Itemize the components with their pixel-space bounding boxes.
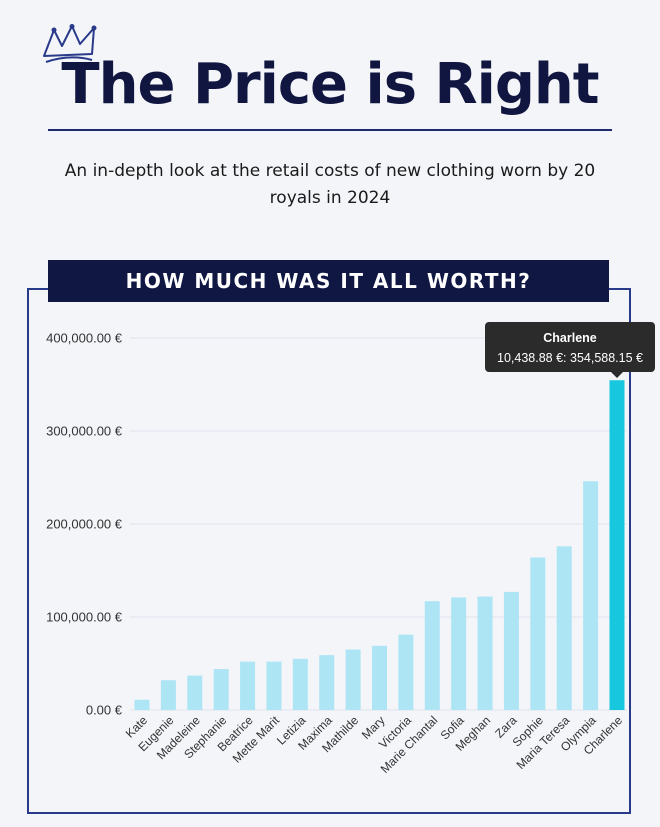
bar-maria-teresa[interactable] (556, 546, 572, 710)
bar-marie-chantal[interactable] (424, 601, 440, 710)
bar-letizia[interactable] (292, 658, 308, 710)
y-tick-label: 300,000.00 € (46, 424, 123, 439)
bar-beatrice[interactable] (240, 661, 256, 710)
bar-stephanie[interactable] (213, 669, 229, 710)
y-tick-label: 200,000.00 € (46, 517, 123, 532)
section-banner: HOW MUCH WAS IT ALL WORTH? (48, 260, 609, 302)
bar-sofia[interactable] (451, 597, 467, 710)
bar-maxima[interactable] (319, 655, 335, 710)
bar-victoria[interactable] (398, 634, 414, 710)
bar-charlene[interactable] (609, 380, 625, 710)
page-title: The Price is Right (61, 52, 599, 117)
bar-zara[interactable] (503, 591, 519, 710)
bar-meghan[interactable] (477, 596, 493, 710)
y-tick-label: 400,000.00 € (46, 331, 123, 346)
bar-sophie[interactable] (530, 557, 546, 710)
y-tick-label: 100,000.00 € (46, 610, 123, 625)
tooltip-name: Charlene (543, 331, 597, 345)
crown-icon (43, 24, 97, 63)
bar-tooltip: Charlene 10,438.88 €: 354,588.15 € (485, 322, 655, 378)
tooltip-value: 10,438.88 €: 354,588.15 € (497, 351, 643, 365)
bar-mary[interactable] (372, 645, 387, 710)
bar-mette-marit[interactable] (266, 661, 282, 710)
y-tick-label: 0.00 € (86, 703, 123, 718)
bar-olympia[interactable] (583, 481, 599, 710)
page-subtitle: An in-depth look at the retail costs of … (64, 161, 596, 208)
bar-kate[interactable] (134, 699, 150, 710)
title-divider (48, 129, 612, 131)
bar-eugenie[interactable] (160, 680, 176, 710)
bar-mathilde[interactable] (345, 649, 361, 710)
bar-madeleine[interactable] (187, 675, 203, 710)
